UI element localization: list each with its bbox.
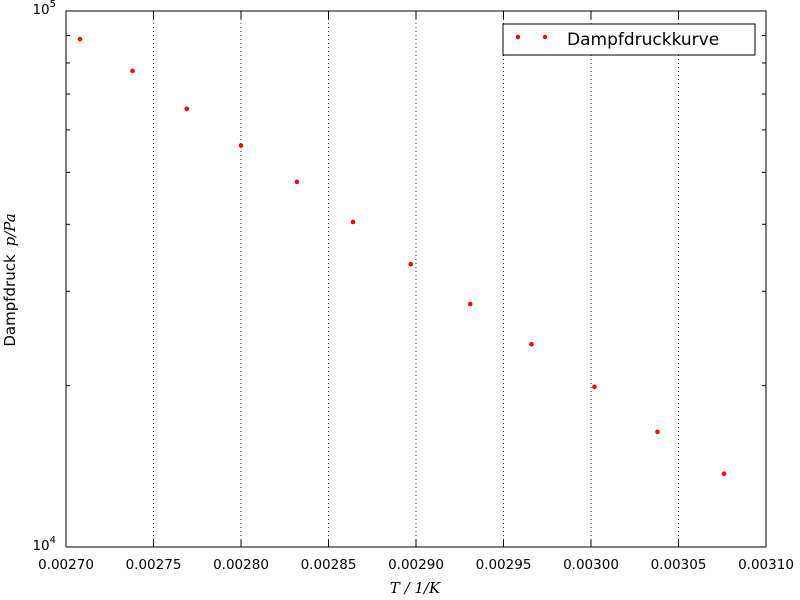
data-point — [467, 301, 473, 307]
x-tick-label: 0.00295 — [476, 557, 532, 573]
grid-lines — [153, 11, 679, 547]
y-tick-label: 105 — [32, 0, 56, 18]
data-point — [238, 143, 244, 148]
legend-marker — [542, 34, 548, 40]
data-point — [529, 341, 534, 347]
x-tick-label: 0.00290 — [388, 557, 444, 573]
y-axis-label: Dampfdruck p/Pa — [1, 213, 19, 346]
x-tick-label: 0.00275 — [126, 557, 182, 573]
x-tick-label: 0.00310 — [738, 557, 794, 573]
data-point — [350, 219, 356, 225]
legend-label: Dampfdruckkurve — [567, 30, 719, 50]
svg-text:Dampfdruck p/Pa: Dampfdruck p/Pa — [1, 213, 19, 346]
x-tick-label: 0.00285 — [301, 557, 357, 573]
data-point — [655, 429, 660, 435]
data-point — [130, 68, 135, 74]
tick-labels: 0.00270 0.00275 0.00280 0.00285 0.00290 0.002… — [32, 0, 793, 573]
data-point — [408, 261, 414, 267]
legend-box — [502, 23, 756, 56]
data-point — [77, 36, 83, 42]
data-point — [184, 106, 190, 112]
x-tick-label: 0.00280 — [213, 557, 269, 573]
data-point — [721, 471, 727, 477]
plot-frame — [65, 10, 767, 548]
legend: Dampfdruckkurve — [502, 23, 756, 56]
y-tick-label: 104 — [32, 535, 56, 554]
legend-marker — [515, 34, 521, 40]
y-axis-label-text: Dampfdruck — [1, 254, 19, 347]
x-tick-label: 0.00305 — [651, 557, 707, 573]
data-point — [294, 179, 300, 185]
y-axis-label-math: p/Pa — [1, 213, 19, 246]
minor-ticks — [66, 35, 766, 387]
x-tick-label: 0.00270 — [38, 557, 94, 573]
data-points — [77, 36, 727, 477]
x-axis-label: T / 1/K — [390, 579, 441, 597]
x-tick-label: 0.00300 — [563, 557, 619, 573]
data-point — [592, 384, 597, 390]
